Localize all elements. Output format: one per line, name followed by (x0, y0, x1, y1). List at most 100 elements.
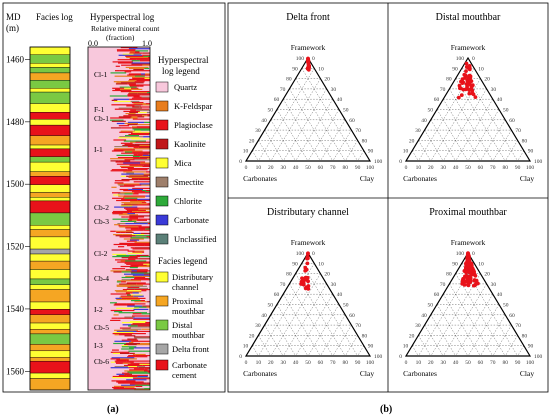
hyperspectral-trace (124, 273, 144, 275)
facies-band (29, 322, 71, 330)
md-header-line2: (m) (6, 23, 19, 33)
facies-log-border (29, 46, 71, 391)
hyperspectral-trace (114, 182, 124, 184)
ternary-tick-bottom: 0 (405, 360, 408, 366)
ternary-tick-bottom: 70 (490, 360, 496, 366)
facies-band (29, 80, 71, 89)
hyperspectral-trace (126, 282, 146, 284)
hyperspectral-trace (124, 207, 145, 209)
ternary-tick-right: 30 (491, 282, 497, 288)
ternary-gridline (357, 150, 364, 162)
hyperspectral-trace (127, 363, 140, 365)
hyperspectral-trace (123, 238, 144, 240)
hyperspectral-trace (111, 150, 124, 152)
hyperspectral-trace (112, 377, 133, 379)
ternary-tick-right: 0 (312, 56, 315, 62)
hyperspectral-trace (118, 184, 124, 186)
ternary-tick-left: 90 (292, 66, 298, 72)
hyperspectral-trace (128, 114, 147, 116)
ternary-tick-left: 40 (421, 313, 427, 319)
hyperspectral-trace (147, 326, 150, 328)
hyperspectral-trace (131, 62, 150, 64)
hyperspectral-trace (116, 298, 127, 301)
hyperspectral-log (87, 46, 151, 391)
facies-legend-label: Distributary (172, 272, 214, 282)
ternary-tick-left: 10 (243, 149, 249, 155)
hyperspectral-trace (140, 232, 150, 235)
hyperspectral-trace (136, 344, 150, 346)
hyperspectral-trace (133, 295, 144, 297)
hyperspectral-trace (110, 351, 130, 353)
facies-log-title: Facies log (36, 12, 73, 22)
hyperspectral-trace (131, 297, 146, 299)
panel-b-label: (b) (380, 404, 392, 415)
hyperspectral-trace (145, 195, 150, 197)
hyperspectral-trace (133, 317, 150, 319)
hyperspectral-trace (124, 262, 138, 264)
hyperspectral-trace (116, 254, 137, 257)
hyperspectral-trace (124, 370, 144, 372)
vertex-label-right: Clay (360, 369, 374, 378)
facies-legend-label: cement (172, 370, 197, 380)
ternary-outline (404, 251, 532, 357)
depth-tick-label: 1460 (6, 54, 25, 64)
x-axis-tick-max: 1.0 (142, 39, 152, 48)
ternary-point (468, 78, 473, 83)
mineral-legend-label: Kaolinite (174, 139, 206, 149)
facies-band (29, 253, 71, 262)
hyperspectral-trace (140, 256, 150, 258)
ternary-tick-left: 100 (296, 251, 305, 257)
hyperspectral-trace (128, 92, 148, 94)
hyperspectral-trace (147, 218, 150, 220)
hyperspectral-trace (137, 219, 147, 221)
hyperspectral-trace (112, 333, 131, 335)
hyperspectral-trace (125, 108, 150, 110)
hyperspectral-trace (121, 276, 135, 279)
ternary-point (476, 281, 480, 286)
hyperspectral-trace (127, 83, 136, 85)
hyperspectral-trace (140, 342, 150, 345)
ternary-title: Distal mouthbar (436, 12, 501, 23)
hyperspectral-trace (133, 96, 142, 98)
hyperspectral-trace (143, 55, 150, 57)
hyperspectral-trace (118, 195, 124, 197)
zone-label: Cb-4 (94, 274, 109, 283)
ternary-point (472, 283, 477, 288)
facies-log (29, 46, 71, 391)
hyperspectral-trace (117, 317, 134, 319)
hyperspectral-trace (130, 247, 135, 249)
depth-tick-label: 1500 (6, 179, 25, 189)
hyperspectral-trace (127, 250, 135, 252)
ternary-point (304, 267, 309, 272)
hyperspectral-trace (120, 47, 133, 49)
hyperspectral-trace (137, 198, 150, 200)
hyperspectral-trace (137, 262, 150, 264)
hyperspectral-trace (129, 58, 150, 60)
hyperspectral-trace (116, 373, 125, 375)
hyperspectral-trace (132, 219, 138, 221)
ternary-point (469, 267, 473, 272)
facies-band (29, 171, 71, 177)
hyperspectral-trace (137, 153, 149, 155)
facies-band (29, 135, 71, 146)
hyperspectral-trace (124, 386, 135, 389)
ternary-point (467, 91, 472, 96)
hyperspectral-trace (131, 191, 145, 193)
hyperspectral-trace (116, 49, 136, 51)
hyperspectral-trace (133, 69, 144, 71)
hyperspectral-trace (146, 114, 150, 116)
hyperspectral-trace (138, 163, 150, 165)
mineral-legend-label: Plagioclase (174, 120, 213, 130)
x-axis-title-line1: Relative mineral count (91, 24, 160, 33)
ternary-tick-bottom: 60 (318, 165, 324, 171)
hyperspectral-trace (121, 297, 131, 299)
ternary-tick-bottom: 80 (502, 165, 508, 171)
ternary-gridline (412, 150, 419, 162)
hyperspectral-trace (132, 323, 150, 325)
hyperspectral-trace (124, 197, 138, 199)
hyperspectral-trace (145, 228, 150, 230)
hyperspectral-trace (120, 82, 144, 84)
hyperspectral-trace (133, 336, 150, 338)
hyperspectral-trace (138, 258, 150, 260)
hyperspectral-trace (124, 193, 133, 195)
